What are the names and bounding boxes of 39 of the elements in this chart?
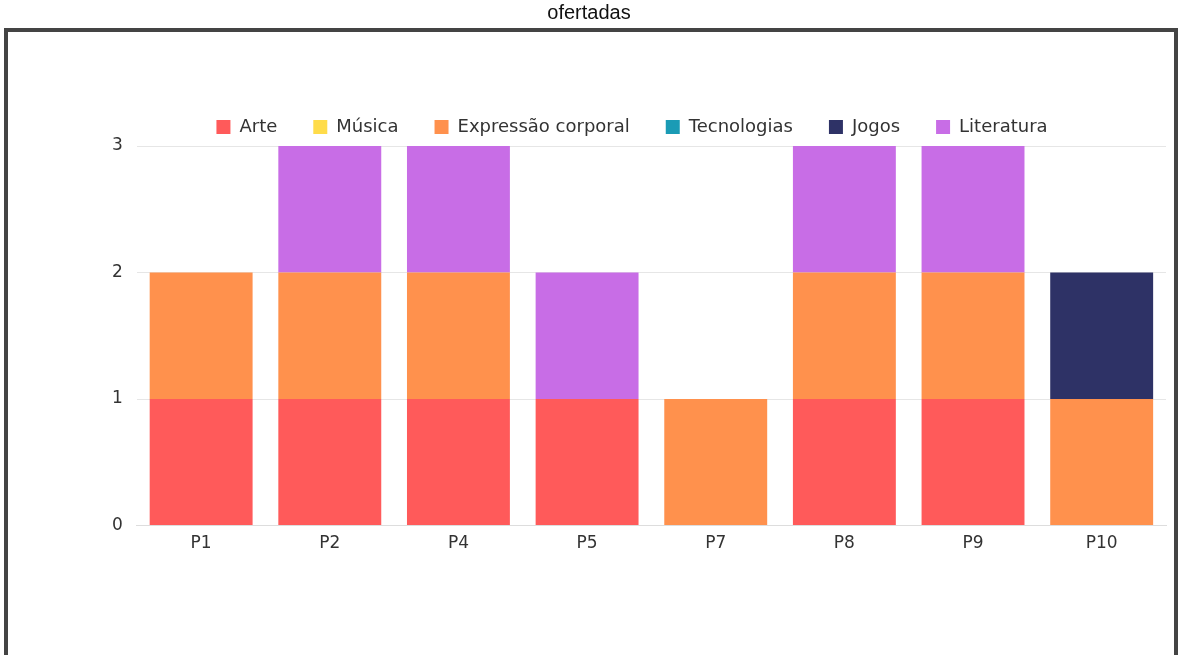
legend-label: Expressão corporal [457, 114, 630, 136]
legend-label: Tecnologias [687, 114, 793, 136]
bar [406, 146, 510, 273]
bar [535, 272, 639, 400]
bar [278, 146, 382, 273]
x-tick-label: P4 [447, 532, 469, 553]
bar [792, 272, 896, 400]
y-tick-label: 2 [111, 260, 123, 281]
bar [149, 399, 253, 526]
x-tick-label: P7 [705, 532, 727, 553]
y-tick-label: 3 [111, 134, 123, 155]
bar [921, 399, 1025, 526]
frame: Arte Música Expressão corporal Tecnologias Jogos Literatura P1 P2 P4 P5 P7 P8 P9 P10 0 1 2 3 [4, 28, 1178, 655]
x-tick-label: P8 [833, 532, 855, 553]
bar [406, 272, 510, 400]
bar [1050, 399, 1154, 526]
bar [792, 146, 896, 273]
chart-title: ofertadas [546, 0, 632, 24]
legend-label: Música [336, 114, 399, 136]
y-tick-label: 1 [111, 387, 123, 408]
y-tick-label: 0 [111, 514, 123, 535]
bar [921, 146, 1025, 273]
x-tick-label: P10 [1085, 532, 1118, 553]
bar [535, 399, 639, 526]
bar [1050, 272, 1154, 400]
bar [278, 399, 382, 526]
x-tick-label: P5 [576, 532, 598, 553]
x-tick-label: P1 [190, 532, 212, 553]
bar [792, 399, 896, 526]
legend-label: Jogos [850, 114, 901, 136]
legend-label: Literatura [959, 114, 1048, 136]
x-tick-label: P2 [319, 532, 341, 553]
bar [278, 272, 382, 400]
bar [921, 272, 1025, 400]
bar [406, 399, 510, 526]
x-tick-label: P9 [962, 532, 984, 553]
bar [664, 399, 768, 526]
bar [149, 272, 253, 400]
legend-label: Arte [239, 114, 278, 136]
